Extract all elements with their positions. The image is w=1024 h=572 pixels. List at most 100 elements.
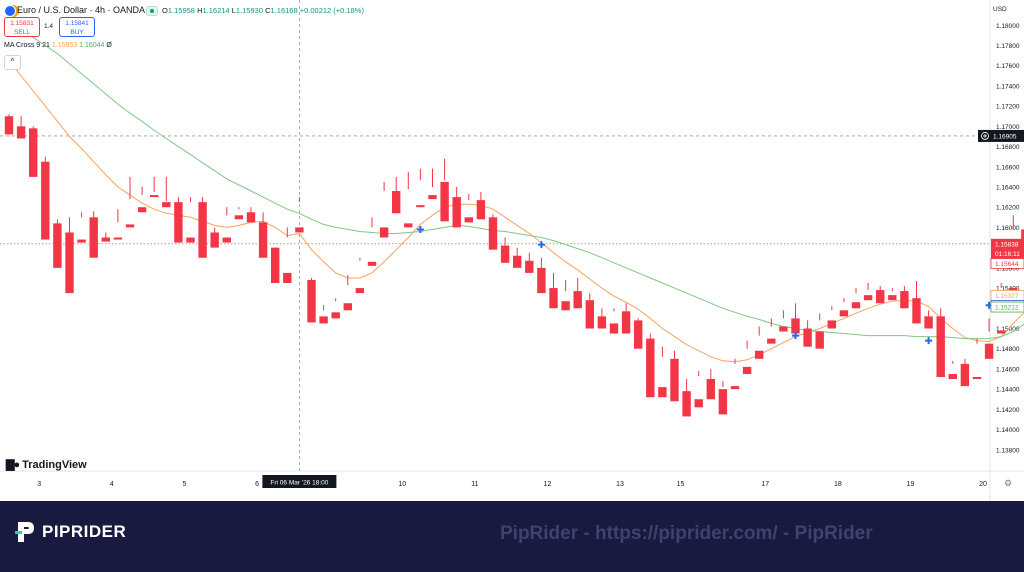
candle-body bbox=[210, 232, 219, 248]
buy-price: 1.15841 bbox=[65, 20, 89, 27]
candle-body bbox=[597, 316, 607, 329]
piprider-brand: PIPRIDER bbox=[14, 519, 126, 545]
axis-price-tag-label: 1.15327 bbox=[995, 293, 1019, 300]
candle-body bbox=[609, 323, 619, 334]
candle-body bbox=[101, 237, 110, 242]
ma-cross-marker bbox=[925, 337, 933, 345]
indicator-name: MA Cross 9 21 bbox=[4, 42, 50, 49]
crosshair-plus-icon-mark bbox=[983, 133, 987, 138]
candle-body bbox=[525, 260, 534, 273]
candle-body bbox=[984, 343, 994, 359]
ma-cross-marker bbox=[537, 241, 545, 249]
footer-banner bbox=[0, 501, 1024, 572]
y-tick-label: 1.14600 bbox=[996, 366, 1020, 373]
candle-body bbox=[246, 212, 256, 223]
candle-body bbox=[658, 387, 667, 398]
candle-body bbox=[972, 377, 982, 380]
x-tick-label: 11 bbox=[471, 481, 478, 488]
y-tick-label: 1.16800 bbox=[996, 144, 1020, 151]
candle-body bbox=[137, 207, 147, 213]
y-tick-label: 1.14400 bbox=[996, 387, 1020, 394]
candle-body bbox=[452, 197, 461, 228]
candle-body bbox=[670, 358, 679, 402]
candle-body bbox=[549, 288, 558, 309]
candle-body bbox=[4, 116, 14, 135]
candle-body bbox=[234, 215, 244, 220]
y-tick-label: 1.14200 bbox=[996, 407, 1020, 414]
candle-body bbox=[936, 316, 945, 378]
x-tick-label: 4 bbox=[110, 481, 114, 488]
ma-cross-marker bbox=[416, 225, 424, 233]
currency-label[interactable]: USD bbox=[993, 6, 1007, 13]
candle-body bbox=[41, 161, 50, 240]
y-tick-label: 1.17200 bbox=[996, 104, 1020, 111]
candle-body bbox=[585, 300, 594, 329]
sell-button[interactable]: 1.15831 SELL bbox=[4, 17, 40, 37]
crosshair-plus-icon bbox=[981, 132, 989, 140]
candle-body bbox=[767, 338, 776, 344]
collapse-legend-button[interactable]: ^ bbox=[4, 55, 21, 70]
candle-body bbox=[65, 232, 74, 294]
countdown-label: 01:16:11 bbox=[995, 251, 1020, 258]
candle-body bbox=[53, 223, 62, 268]
y-tick-label: 1.16600 bbox=[996, 164, 1020, 171]
candle-body bbox=[561, 301, 570, 311]
x-tick-label: 20 bbox=[979, 481, 987, 488]
candle-body bbox=[379, 227, 389, 238]
open-value: 1.15958 bbox=[167, 6, 195, 15]
high-label: H bbox=[197, 6, 203, 15]
x-tick-label: 15 bbox=[677, 481, 685, 488]
candle-body bbox=[912, 298, 921, 324]
candle-body bbox=[125, 224, 135, 228]
candle-body bbox=[367, 261, 377, 266]
gear-icon[interactable]: ⚙ bbox=[1004, 478, 1013, 488]
candle-body bbox=[851, 302, 861, 309]
candle-body bbox=[948, 373, 957, 380]
x-tick-label: 18 bbox=[834, 481, 842, 488]
symbol-title[interactable]: Euro / U.S. Dollar · 4h · OANDA bbox=[17, 5, 146, 15]
candle-body bbox=[283, 272, 292, 284]
y-tick-label: 1.17000 bbox=[996, 124, 1020, 131]
y-tick-label: 1.17800 bbox=[996, 43, 1020, 50]
y-tick-label: 1.15400 bbox=[996, 286, 1020, 293]
candle-body bbox=[307, 279, 316, 323]
candle-body bbox=[77, 239, 86, 243]
candle-body bbox=[222, 237, 231, 243]
x-tick-label: 3 bbox=[37, 481, 41, 488]
high-value: 1.16214 bbox=[202, 6, 230, 15]
x-tick-label: 19 bbox=[907, 481, 915, 488]
y-tick-label: 1.17400 bbox=[996, 83, 1020, 90]
y-tick-label: 1.14000 bbox=[996, 427, 1020, 434]
candle-body bbox=[476, 200, 486, 220]
candle-body bbox=[755, 350, 764, 359]
candle-body bbox=[646, 338, 655, 398]
price-chart[interactable]: 1.18000 1.17800 1.17600 1.17400 1.17200 1.170… bbox=[0, 0, 1024, 501]
candle-body bbox=[500, 245, 510, 263]
y-tick-label: 1.13800 bbox=[996, 447, 1020, 454]
axis-price-tag-label: 1.15644 bbox=[995, 261, 1019, 268]
ohlc-readout: O1.15958 H1.16214 L1.15930 C1.16168 +0.0… bbox=[162, 6, 364, 15]
candle-body bbox=[89, 217, 98, 258]
tradingview-logo[interactable]: ▇● TradingView bbox=[6, 458, 87, 471]
candle-body bbox=[343, 303, 352, 311]
candle-body bbox=[295, 227, 304, 233]
candle-body bbox=[537, 267, 546, 294]
y-tick-label: 1.17600 bbox=[996, 63, 1020, 70]
candle-body bbox=[258, 222, 268, 258]
candle-body bbox=[428, 195, 437, 200]
candle-body bbox=[416, 205, 425, 208]
candle-body bbox=[29, 128, 38, 177]
buy-button[interactable]: 1.15841 BUY bbox=[59, 17, 95, 37]
candle-body bbox=[694, 399, 703, 408]
close-label: C bbox=[265, 6, 271, 15]
open-label: O bbox=[162, 6, 168, 15]
candle-body bbox=[621, 311, 631, 334]
crosshair-time-label: Fri 06 Mar '26 18:00 bbox=[270, 480, 328, 487]
x-tick-label: 12 bbox=[544, 481, 552, 488]
candle-body bbox=[464, 217, 473, 223]
indicator-fast-value: 1.15953 bbox=[51, 42, 78, 49]
indicator-legend[interactable]: MA Cross 9 21 1.15953 1.16044 Ø bbox=[4, 42, 112, 49]
candle-body bbox=[863, 295, 873, 301]
candle-body bbox=[839, 310, 849, 317]
candle-body bbox=[16, 126, 26, 139]
